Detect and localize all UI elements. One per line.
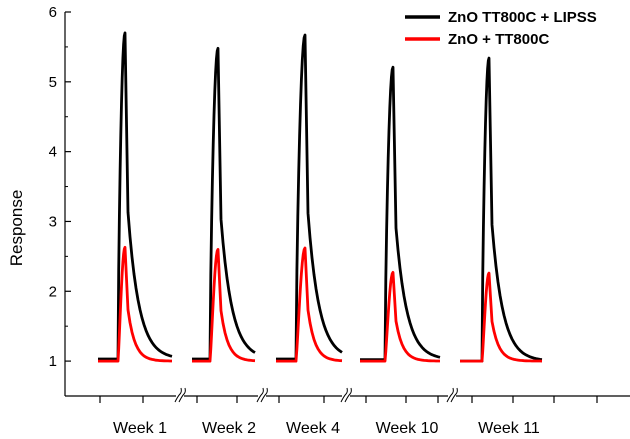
response-curve	[460, 56, 543, 363]
response-curve	[276, 33, 343, 361]
response-curve	[460, 271, 543, 363]
series-lipss	[98, 31, 543, 363]
response-curve	[360, 271, 440, 363]
x-axis: Week 1 Week 2 Week 4 Week 10 Week 11	[65, 387, 630, 437]
x-category-label: Week 11	[478, 420, 540, 437]
x-category-label: Week 2	[202, 420, 256, 437]
response-curve	[192, 46, 256, 361]
axis-break-mark	[260, 387, 268, 403]
y-tick-label: 1	[49, 353, 57, 370]
axis-break-mark	[344, 387, 352, 403]
axis-break-mark	[256, 387, 264, 403]
y-tick-label: 5	[49, 74, 57, 91]
response-curve	[276, 246, 343, 363]
x-category-label: Week 10	[376, 420, 439, 437]
axis-break-mark	[340, 387, 348, 403]
x-category-label: Week 1	[113, 420, 167, 437]
y-axis-title: Response	[7, 190, 26, 267]
y-tick-label: 3	[49, 213, 57, 230]
axis-break-mark	[450, 387, 458, 403]
x-category-label: Week 4	[286, 420, 340, 437]
y-tick-label: 6	[49, 4, 57, 21]
y-tick-label: 2	[49, 283, 57, 300]
axis-break-mark	[174, 387, 182, 403]
response-curve	[192, 248, 256, 363]
series-tt800c	[98, 245, 543, 363]
series-layer	[98, 31, 543, 363]
axis-break-mark	[446, 387, 454, 403]
legend-label: ZnO TT800C + LIPSS	[448, 9, 597, 26]
y-axis-ticks: 1 2 3 4 5 6	[49, 4, 71, 396]
legend-label: ZnO + TT800C	[448, 31, 549, 48]
response-curve	[98, 31, 173, 361]
axis-break-mark	[178, 387, 186, 403]
y-tick-label: 4	[49, 144, 57, 161]
legend: ZnO TT800C + LIPSS ZnO + TT800C	[405, 9, 597, 48]
response-curve	[360, 65, 441, 362]
response-curve	[98, 245, 172, 363]
